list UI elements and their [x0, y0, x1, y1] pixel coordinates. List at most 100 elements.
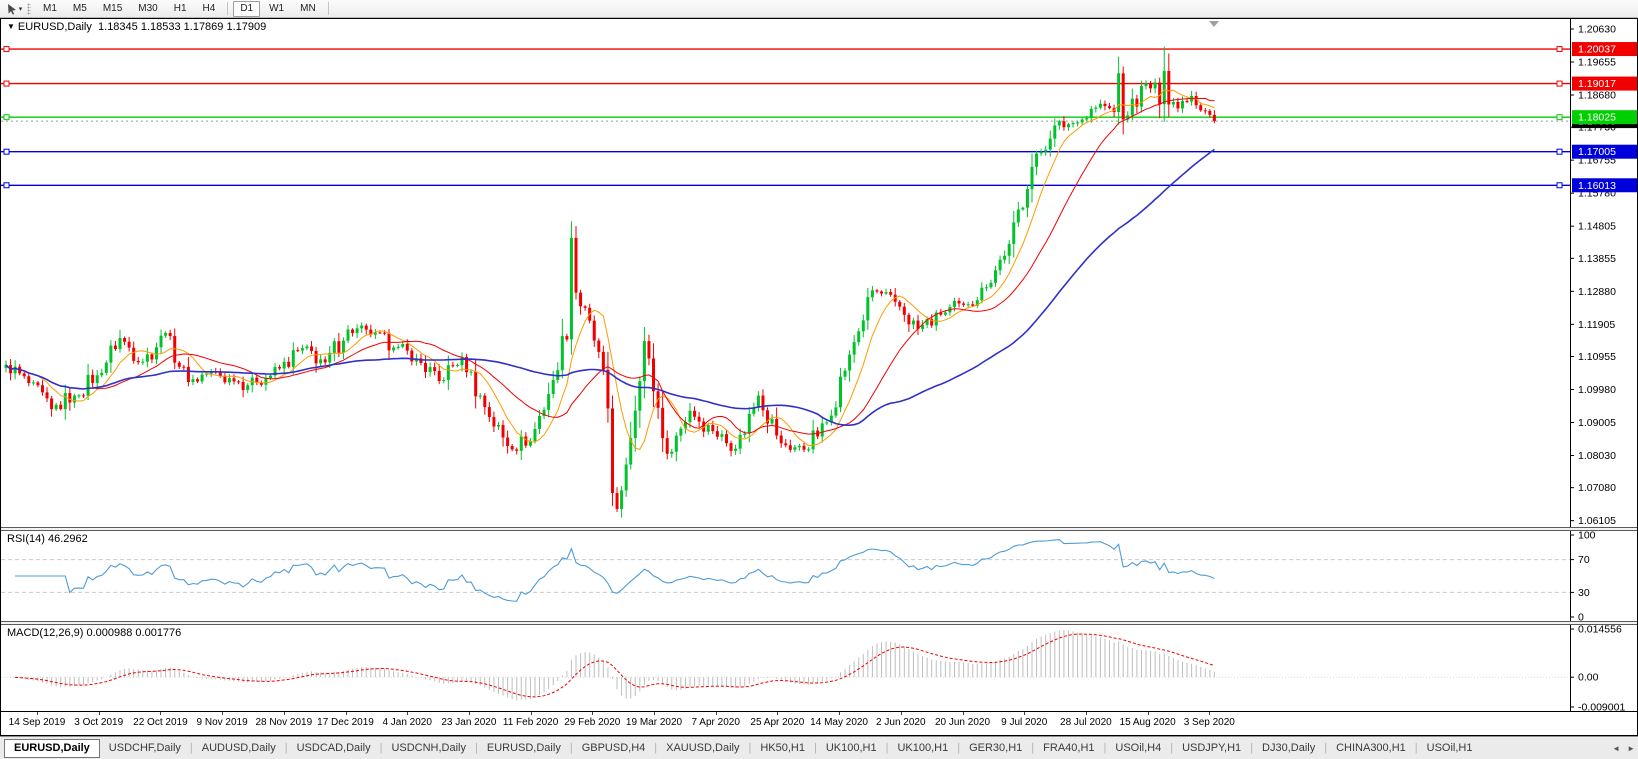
chart-tab-eurusd-daily[interactable]: EURUSD,Daily [4, 738, 100, 758]
cursor-arrow-icon [7, 3, 16, 15]
macd-signal-line [15, 633, 1215, 698]
price-panel: 1.206301.196551.186801.177301.167551.157… [1, 19, 1637, 527]
macd-axis[interactable]: 0.014556 0.00 -0.009001 [1570, 625, 1625, 711]
time-axis[interactable]: 14 Sep 2019 3 Oct 2019 22 Oct 2019 9 Nov 20… [1, 711, 1637, 735]
chart-title: ▼ EURUSD,Daily 1.18345 1.18533 1.17869 1.… [7, 21, 266, 33]
price-chart-canvas[interactable]: 1.206301.196551.186801.177301.167551.157… [1, 19, 1637, 527]
tab-separator: | [1170, 742, 1174, 754]
price-axis[interactable]: 1.206301.196551.186801.177301.167551.157… [1570, 19, 1616, 527]
date-label: 15 Aug 2020 [1119, 717, 1176, 728]
panel-splitter[interactable] [1, 527, 1637, 531]
time-axis-tick [654, 712, 655, 715]
tab-separator: | [1250, 742, 1254, 754]
symbol-dropdown-caret[interactable]: ▼ [7, 22, 15, 31]
horizontal-lines[interactable] [1, 46, 1570, 189]
chart-tab-xauusd-daily[interactable]: XAUUSD,Daily [666, 741, 740, 754]
date-label: 25 Apr 2020 [750, 717, 805, 728]
svg-text:1.09005: 1.09005 [1578, 417, 1616, 429]
svg-text:1.06105: 1.06105 [1578, 515, 1616, 527]
date-label: 3 Sep 2020 [1183, 717, 1235, 728]
timeframe-button-m1[interactable]: M1 [43, 2, 57, 14]
timeframe-button-d1[interactable]: D1 [233, 0, 261, 17]
chart-tab-eurusd-daily[interactable]: EURUSD,Daily [486, 741, 561, 754]
date-label: 14 Sep 2019 [8, 717, 66, 728]
timeframe-button-h4[interactable]: H4 [202, 2, 216, 14]
svg-text:1.11905: 1.11905 [1578, 319, 1615, 331]
timeframe-button-w1[interactable]: W1 [269, 2, 285, 14]
timeframe-button-h1[interactable]: H1 [173, 2, 187, 14]
rsi-line [15, 539, 1215, 602]
svg-text:1.16013: 1.16013 [1578, 180, 1616, 192]
date-label: 29 Feb 2020 [564, 717, 621, 728]
chart-tab-china300-h1[interactable]: CHINA300,H1 [1336, 741, 1406, 754]
time-axis-tick [345, 712, 347, 715]
rsi-axis[interactable]: 100 70 30 0 [1570, 531, 1596, 621]
cursor-tool-icon[interactable]: ▾ [3, 2, 25, 16]
toolbar-separator [327, 2, 329, 15]
chevron-down-icon: ▾ [18, 5, 23, 13]
chart-tab-uk100-h1[interactable]: UK100,H1 [897, 741, 949, 754]
date-label: 11 Feb 2020 [502, 717, 559, 728]
time-axis-tick [715, 712, 717, 715]
svg-text:1.10955: 1.10955 [1578, 351, 1616, 363]
time-axis-tick [37, 712, 38, 715]
macd-label: MACD(12,26,9) 0.000988 0.001776 [7, 627, 182, 639]
chart-tab-fra40-h1[interactable]: FRA40,H1 [1043, 741, 1095, 754]
chart-shift-marker[interactable] [1209, 21, 1219, 27]
time-axis-tick [900, 712, 902, 715]
time-axis-tick [1147, 712, 1149, 715]
chart-tab-audusd-daily[interactable]: AUDUSD,Daily [201, 741, 276, 754]
chart-tab-ger30-h1[interactable]: GER30,H1 [969, 741, 1023, 754]
svg-text:1.20037: 1.20037 [1578, 44, 1616, 56]
chart-tab-usoil-h1[interactable]: USOil,H1 [1426, 741, 1473, 754]
time-axis-tick [592, 712, 594, 715]
tab-separator: | [957, 742, 961, 754]
chart-tab-gbpusd-h4[interactable]: GBPUSD,H4 [581, 741, 646, 754]
macd-histogram [10, 630, 1215, 701]
date-label: 28 Jul 2020 [1060, 717, 1112, 728]
chart-window: 1.206301.196551.186801.177301.167551.157… [0, 18, 1638, 736]
panel-splitter[interactable] [1, 621, 1637, 625]
tab-scroll-controls: ◄ ► [1606, 737, 1635, 759]
timeframe-button-mn[interactable]: MN [300, 2, 316, 14]
toolbar-grip[interactable] [27, 2, 31, 15]
chart-tab-usdcad-daily[interactable]: USDCAD,Daily [296, 741, 371, 754]
timeframe-button-m30[interactable]: M30 [138, 2, 158, 14]
chart-tab-usdcnh-daily[interactable]: USDCNH,Daily [391, 741, 466, 754]
tab-separator: | [475, 742, 478, 754]
time-axis-tick [98, 712, 100, 715]
chart-tab-uk100-h1[interactable]: UK100,H1 [825, 741, 877, 754]
svg-text:30: 30 [1578, 587, 1590, 599]
date-label: 4 Jan 2020 [382, 717, 432, 728]
tab-separator: | [284, 742, 288, 754]
date-label: 7 Apr 2020 [691, 717, 740, 728]
timeframe-button-m5[interactable]: M5 [72, 2, 87, 14]
timeframe-toolbar: M1 M5 M15 M30 H1 H4 D1 W1 MN [35, 0, 333, 17]
chart-tab-usdjpy-h1[interactable]: USDJPY,H1 [1182, 741, 1242, 754]
chart-tab-dj30-daily[interactable]: DJ30,Daily [1262, 741, 1316, 754]
svg-text:0: 0 [1578, 612, 1584, 622]
svg-text:1.19017: 1.19017 [1578, 78, 1616, 90]
chart-tab-usdchf-daily[interactable]: USDCHF,Daily [108, 741, 181, 754]
svg-text:1.14805: 1.14805 [1578, 221, 1616, 233]
rsi-label: RSI(14) 46.2962 [7, 533, 88, 545]
time-axis-tick [222, 712, 224, 715]
macd-chart-canvas[interactable]: 0.014556 0.00 -0.009001 [1, 625, 1637, 711]
chart-tab-usoil-h4[interactable]: USOil,H4 [1115, 741, 1162, 754]
tab-separator: | [1103, 742, 1107, 754]
date-label: 3 Oct 2019 [74, 717, 124, 728]
date-label: 17 Dec 2019 [317, 717, 374, 728]
chart-tab-hk50-h1[interactable]: HK50,H1 [760, 741, 805, 754]
svg-text:1.07080: 1.07080 [1578, 482, 1616, 494]
time-axis-tick [962, 712, 964, 715]
chart-symbol-period: EURUSD,Daily [17, 21, 92, 33]
rsi-chart-canvas[interactable]: 100 70 30 0 [1, 531, 1637, 621]
rsi-panel: 100 70 30 0 RSI(14) 46.2962 [1, 531, 1637, 621]
svg-text:1.17005: 1.17005 [1578, 146, 1616, 158]
tab-separator: | [654, 742, 658, 754]
tab-scroll-left-icon[interactable]: ◄ [1612, 743, 1621, 753]
candlestick-series [4, 46, 1216, 518]
macd-panel: 0.014556 0.00 -0.009001 MACD(12,26,9) 0.00… [1, 625, 1637, 711]
timeframe-button-m15[interactable]: M15 [102, 2, 123, 14]
tab-scroll-right-icon[interactable]: ► [1627, 743, 1635, 753]
